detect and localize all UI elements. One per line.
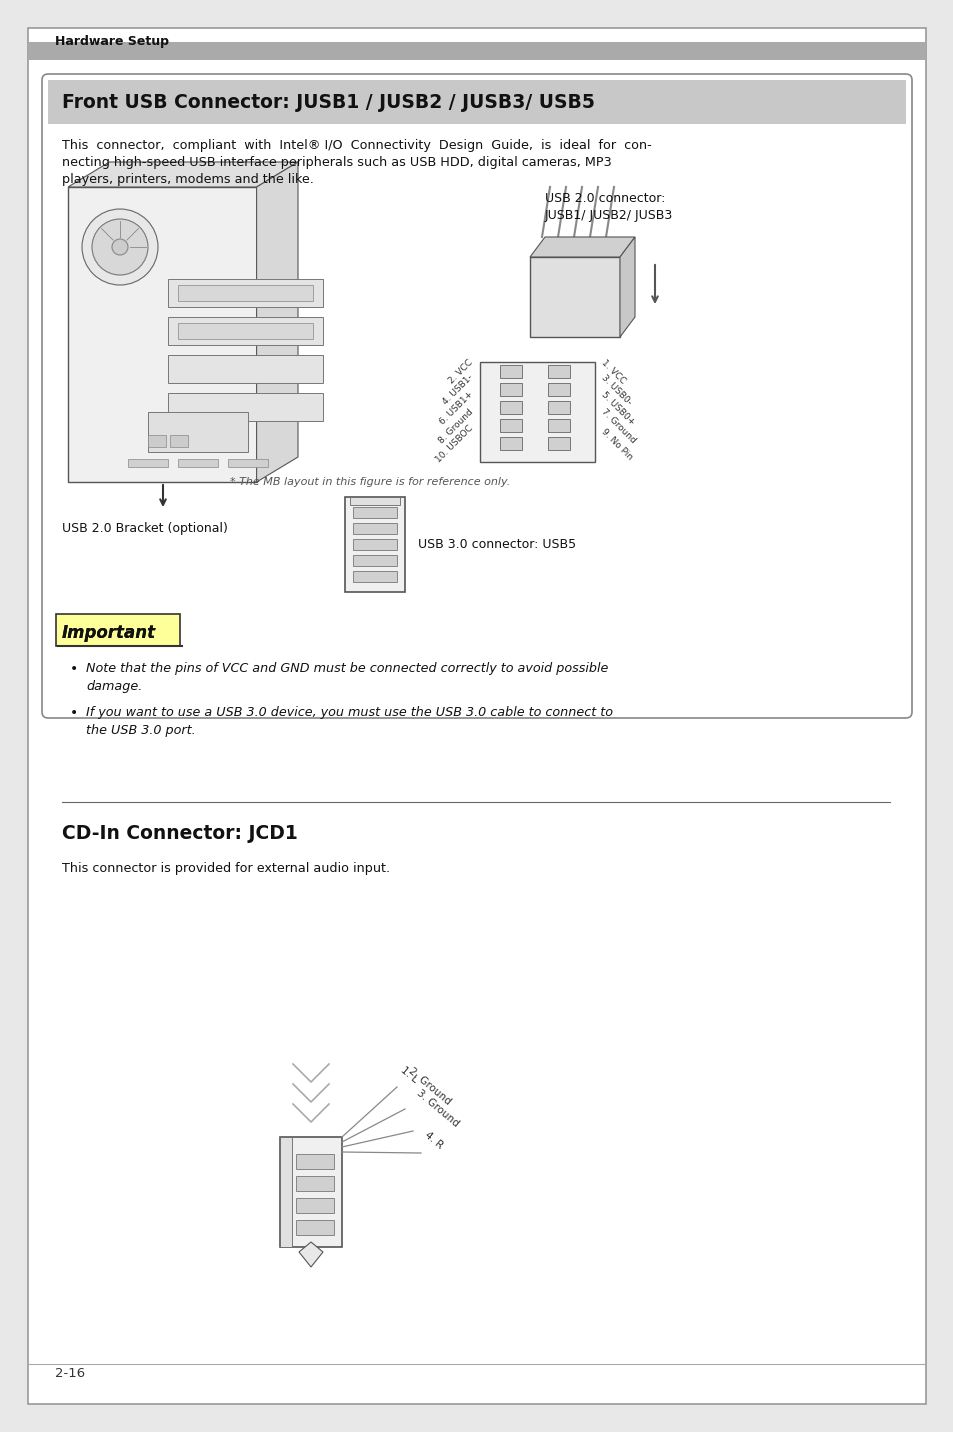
Text: 3. Ground: 3. Ground (415, 1088, 460, 1128)
Bar (499, 401, 521, 414)
Bar (178, 460, 218, 467)
Bar (48, 80, 905, 125)
Bar (353, 556, 396, 566)
Bar (148, 412, 248, 453)
Text: 5. USB0+: 5. USB0+ (599, 390, 637, 427)
Bar (530, 256, 619, 337)
Text: the USB 3.0 port.: the USB 3.0 port. (86, 725, 195, 737)
Text: 4. R: 4. R (422, 1130, 444, 1151)
Bar (499, 420, 521, 432)
Bar (295, 1220, 334, 1234)
Bar (353, 507, 396, 518)
Bar (168, 316, 323, 345)
Text: Important: Important (62, 624, 156, 642)
Text: 3. USB0-: 3. USB0- (599, 374, 633, 407)
Text: CD-In Connector: JCD1: CD-In Connector: JCD1 (62, 823, 297, 843)
Bar (280, 1137, 341, 1247)
Text: 2-16: 2-16 (55, 1368, 85, 1380)
Bar (168, 355, 323, 382)
Polygon shape (68, 162, 297, 188)
Text: 9. No Pin: 9. No Pin (599, 427, 634, 461)
Text: necting high-speed USB interface peripherals such as USB HDD, digital cameras, M: necting high-speed USB interface periphe… (62, 156, 611, 169)
FancyBboxPatch shape (56, 614, 180, 646)
Text: damage.: damage. (86, 680, 142, 693)
Bar (168, 279, 323, 306)
Bar (353, 571, 396, 581)
FancyBboxPatch shape (42, 74, 911, 717)
Bar (68, 188, 256, 483)
Bar (547, 382, 569, 397)
Bar (353, 538, 396, 550)
Text: 6. USB1+: 6. USB1+ (437, 390, 475, 427)
Text: Note that the pins of VCC and GND must be connected correctly to avoid possible: Note that the pins of VCC and GND must b… (86, 662, 608, 674)
Bar (280, 1137, 292, 1247)
Text: USB 2.0 connector:: USB 2.0 connector: (544, 192, 664, 205)
Bar (178, 285, 313, 301)
Polygon shape (298, 1242, 323, 1267)
Bar (547, 437, 569, 450)
Text: Front USB Connector: JUSB1 / JUSB2 / JUSB3/ USB5: Front USB Connector: JUSB1 / JUSB2 / JUS… (62, 93, 595, 112)
Circle shape (82, 209, 158, 285)
Polygon shape (530, 238, 635, 256)
Bar (499, 437, 521, 450)
Text: If you want to use a USB 3.0 device, you must use the USB 3.0 cable to connect t: If you want to use a USB 3.0 device, you… (86, 706, 613, 719)
Text: 7. Ground: 7. Ground (599, 407, 638, 445)
Bar (295, 1199, 334, 1213)
Bar (168, 392, 323, 421)
Text: * The MB layout in this figure is for reference only.: * The MB layout in this figure is for re… (230, 477, 510, 487)
Polygon shape (619, 238, 635, 337)
Text: This connector is provided for external audio input.: This connector is provided for external … (62, 862, 390, 875)
Bar (148, 435, 166, 447)
Text: USB 3.0 connector: USB5: USB 3.0 connector: USB5 (417, 538, 576, 551)
Text: Important: Important (62, 624, 156, 642)
Bar (499, 382, 521, 397)
Text: •: • (70, 662, 78, 676)
Text: This  connector,  compliant  with  Intel® I/O  Connectivity  Design  Guide,  is : This connector, compliant with Intel® I/… (62, 139, 651, 152)
Bar (178, 324, 313, 339)
Bar (479, 362, 595, 463)
Bar (547, 365, 569, 378)
Bar (547, 420, 569, 432)
Text: 2. Ground: 2. Ground (407, 1065, 453, 1107)
Text: •: • (70, 706, 78, 720)
Bar (228, 460, 268, 467)
Circle shape (91, 219, 148, 275)
Polygon shape (256, 162, 297, 483)
Bar (128, 460, 168, 467)
Text: JUSB1/ JUSB2/ JUSB3: JUSB1/ JUSB2/ JUSB3 (544, 209, 673, 222)
Bar (28, 42, 925, 60)
Bar (353, 523, 396, 534)
Text: 2. VCC: 2. VCC (447, 358, 475, 385)
Bar (547, 401, 569, 414)
Bar (170, 435, 188, 447)
Text: 10. USBOC: 10. USBOC (434, 424, 475, 464)
Text: 1. L: 1. L (398, 1065, 419, 1085)
Text: USB 2.0 Bracket (optional): USB 2.0 Bracket (optional) (62, 523, 228, 536)
Bar (350, 497, 399, 505)
Text: 1. VCC: 1. VCC (599, 358, 627, 385)
Text: 4. USB1-: 4. USB1- (441, 374, 475, 407)
Text: players, printers, modems and the like.: players, printers, modems and the like. (62, 173, 314, 186)
Text: 8. Ground: 8. Ground (436, 407, 475, 445)
Bar (295, 1176, 334, 1191)
Bar (295, 1154, 334, 1169)
Bar (345, 497, 405, 591)
Text: Hardware Setup: Hardware Setup (55, 36, 169, 49)
Circle shape (112, 239, 128, 255)
Bar (499, 365, 521, 378)
